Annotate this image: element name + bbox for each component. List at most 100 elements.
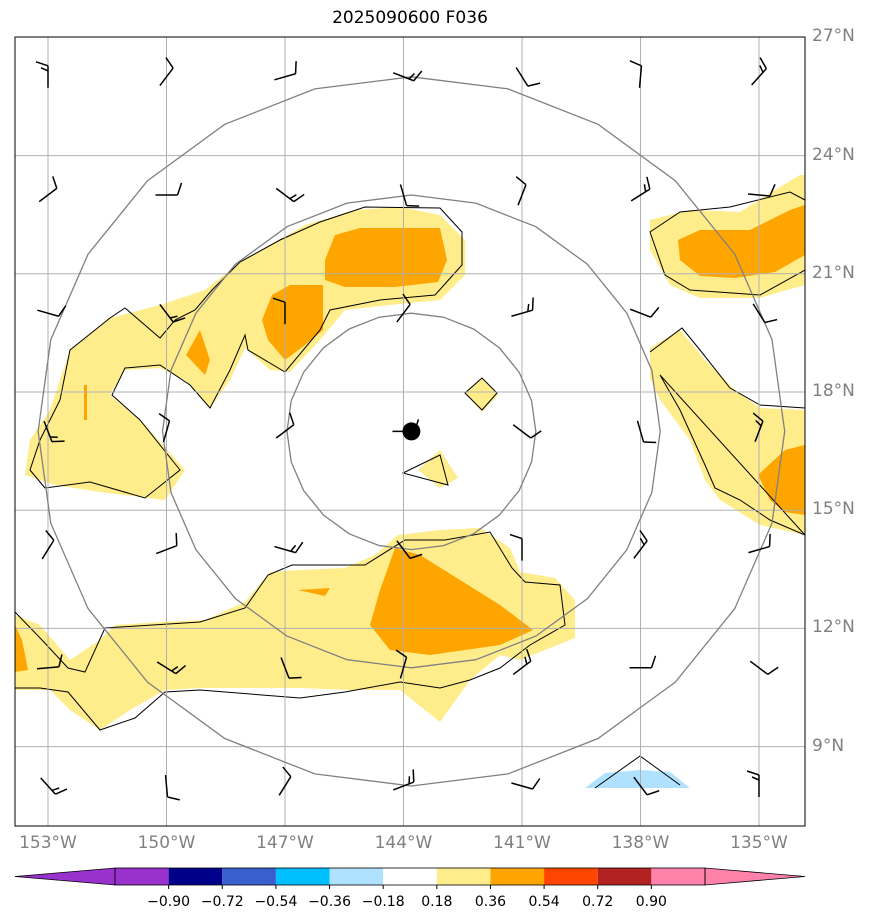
wind-barb — [155, 532, 178, 555]
wind-barbs — [35, 57, 779, 801]
wind-barb — [41, 530, 55, 560]
wind-barb — [275, 412, 295, 439]
wind-barb — [396, 540, 423, 560]
wind-barb — [752, 303, 778, 324]
colorbar-tick-label: 0.90 — [635, 894, 667, 910]
wind-barb — [511, 778, 541, 790]
lon-tick-label: 147°W — [256, 833, 314, 853]
colorbar-tick-label: 0.72 — [582, 894, 614, 910]
wind-barb — [512, 424, 542, 439]
wind-barb — [38, 176, 58, 203]
range-ring — [37, 76, 786, 787]
wind-barb — [40, 777, 68, 795]
wind-barb — [35, 61, 49, 88]
lat-tick-label: 21°N — [812, 262, 855, 283]
anomaly-fill-orange-east-middle — [758, 445, 805, 515]
colorbar-segment — [436, 868, 491, 885]
lon-tick-label: 153°W — [19, 833, 77, 853]
wind-barb — [43, 420, 65, 443]
wind-barb — [278, 766, 292, 796]
anomaly-fill-orange-tiny — [298, 588, 330, 596]
wind-barb — [633, 529, 648, 559]
wind-barb — [747, 184, 776, 197]
anomaly-fill-orange-north — [325, 228, 447, 287]
map-title: 2025090600 F036 — [332, 8, 488, 28]
wind-barb — [512, 648, 532, 676]
wind-barb — [509, 533, 523, 561]
anomaly-fill-orange-small — [186, 330, 210, 375]
wind-barb — [629, 60, 643, 88]
anomaly-fill-diamond — [465, 377, 498, 412]
range-rings — [37, 76, 786, 787]
lon-tick-label: 135°W — [730, 833, 788, 853]
anomaly-fill-orange-sliver — [84, 385, 87, 420]
filled-contours — [15, 175, 805, 789]
wind-barb — [752, 412, 764, 442]
wind-barb — [392, 70, 423, 82]
anomaly-fill-light-blue — [585, 770, 690, 788]
wind-barb — [272, 297, 286, 325]
colorbar-segment — [651, 868, 705, 885]
colorbar-segment — [329, 868, 384, 885]
wind-barb — [159, 57, 174, 87]
wind-barb — [37, 305, 67, 317]
range-ring — [286, 312, 537, 551]
colorbar-segment — [597, 868, 652, 885]
wind-barb — [36, 654, 63, 670]
map-frame — [14, 36, 806, 827]
lat-tick-label: 24°N — [812, 144, 855, 165]
wind-barb — [746, 770, 760, 797]
wind-barb — [636, 420, 657, 444]
colorbar-outline — [114, 867, 706, 886]
colorbar-tick-label: −0.18 — [361, 894, 405, 910]
colorbar-tick-label: −0.90 — [147, 894, 191, 910]
lon-tick-label: 144°W — [374, 833, 433, 853]
colorbar-segment — [115, 868, 169, 885]
lat-tick-label: 27°N — [812, 26, 855, 47]
wind-barb — [155, 182, 183, 196]
wind-barb — [280, 657, 302, 679]
anomaly-fill-orange-edge — [15, 625, 28, 672]
wind-barb — [159, 303, 186, 323]
wind-barb — [275, 187, 305, 203]
wind-barb — [633, 776, 660, 796]
wind-barb — [749, 660, 779, 676]
wind-barb — [156, 661, 187, 675]
anomaly-fill-small — [418, 450, 458, 488]
lon-tick-label: 150°W — [137, 833, 196, 853]
colorbar-tick-label: 0.54 — [528, 894, 560, 910]
wind-barb — [158, 413, 171, 443]
lat-tick-label: 15°N — [812, 499, 855, 520]
lat-tick-label: 18°N — [812, 381, 855, 401]
lon-tick-label: 141°W — [493, 833, 551, 853]
wind-barb — [274, 541, 304, 554]
colorbar-tick-label: 0.18 — [421, 894, 453, 910]
colorbar — [14, 867, 806, 889]
colorbar-segment — [490, 868, 545, 885]
range-ring — [161, 194, 661, 669]
wind-barb — [748, 533, 771, 554]
wind-barb — [392, 769, 415, 791]
colorbar-segment — [275, 868, 330, 885]
wind-barb — [511, 297, 534, 317]
colorbar-extend-min — [14, 867, 116, 886]
wind-barb — [395, 649, 408, 679]
wind-barb — [630, 176, 651, 202]
anomaly-fill-orange-west — [262, 285, 323, 360]
colorbar-segment — [168, 868, 223, 885]
storm-center-marker — [402, 422, 421, 441]
colorbar-tick-label: −0.72 — [200, 894, 244, 910]
wind-barb — [515, 176, 527, 206]
colorbar-segment — [544, 868, 598, 885]
wind-barb — [515, 67, 541, 87]
wind-barb — [164, 774, 180, 801]
colorbar-tick-label: −0.54 — [254, 894, 298, 910]
wind-barb — [396, 293, 411, 323]
colorbar-tick-label: −0.36 — [308, 894, 351, 910]
wind-barb — [629, 655, 657, 669]
anomaly-fill-orange-east-upper — [678, 205, 805, 278]
colorbar-segment — [383, 868, 437, 885]
colorbar-segment — [222, 868, 276, 885]
lat-tick-label: 12°N — [812, 617, 855, 638]
